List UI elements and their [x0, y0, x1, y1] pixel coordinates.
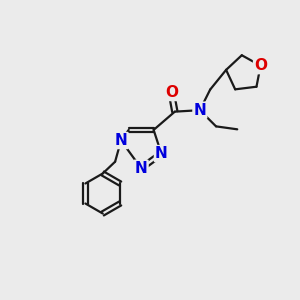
Text: N: N — [115, 133, 128, 148]
Text: O: O — [254, 58, 267, 73]
Text: N: N — [155, 146, 168, 161]
Text: N: N — [194, 103, 206, 118]
Text: N: N — [135, 161, 148, 176]
Text: O: O — [165, 85, 178, 100]
